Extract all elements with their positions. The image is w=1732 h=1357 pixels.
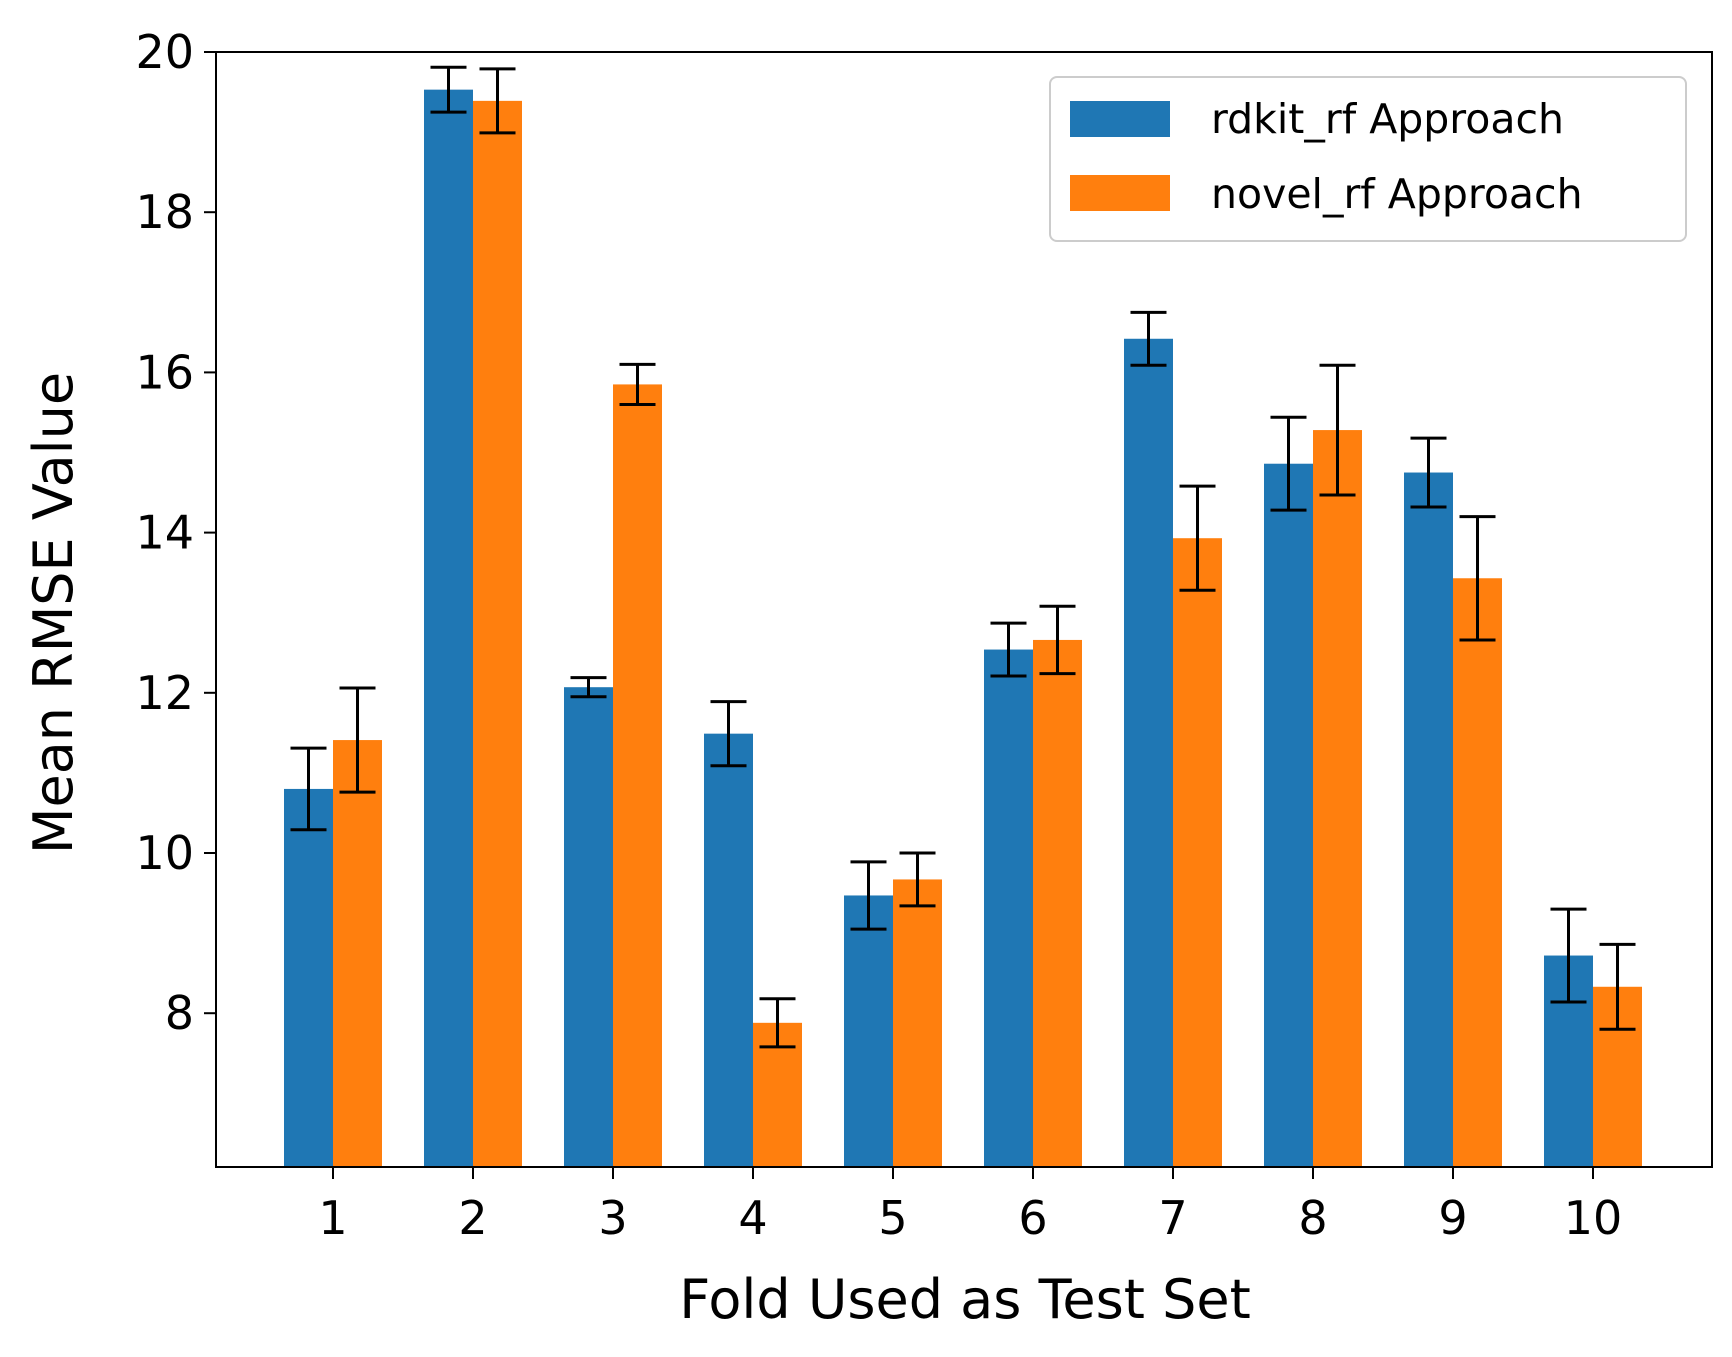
bar-rdkit-2 — [424, 89, 473, 1168]
legend-label-rdkit: rdkit_rf Approach — [1211, 95, 1564, 143]
bar-rdkit-1 — [284, 788, 333, 1167]
bar-rdkit-4 — [704, 733, 753, 1167]
legend-frame — [1049, 76, 1687, 242]
bar-novel-9 — [1453, 578, 1502, 1167]
x-tick-label-2: 2 — [458, 1191, 487, 1245]
y-tick-label-8: 8 — [165, 986, 194, 1040]
bar-rdkit-3 — [564, 687, 613, 1167]
bar-rdkit-8 — [1264, 463, 1313, 1168]
y-tick-label-16: 16 — [135, 345, 194, 399]
x-tick-label-6: 6 — [1018, 1191, 1047, 1245]
x-tick-label-1: 1 — [318, 1191, 347, 1245]
bar-novel-6 — [1033, 639, 1082, 1167]
bar-rdkit-5 — [844, 895, 893, 1167]
bar-rdkit-9 — [1404, 472, 1453, 1167]
x-tick-label-8: 8 — [1298, 1191, 1327, 1245]
x-tick-label-5: 5 — [878, 1191, 907, 1245]
bar-novel-1 — [333, 740, 382, 1167]
legend-label-novel: novel_rf Approach — [1211, 170, 1583, 218]
bar-novel-8 — [1313, 430, 1362, 1167]
x-tick-label-7: 7 — [1158, 1191, 1187, 1245]
bar-rdkit-7 — [1124, 338, 1173, 1167]
y-tick-label-12: 12 — [135, 666, 194, 720]
legend-swatch-novel — [1070, 175, 1170, 211]
y-axis: 8 10 12 14 16 18 20 — [135, 25, 216, 1040]
plot-frame — [215, 51, 1713, 1168]
legend: rdkit_rf Approach novel_rf Approach — [1049, 76, 1687, 242]
y-tick-label-18: 18 — [135, 185, 194, 239]
y-tick-label-20: 20 — [135, 25, 194, 79]
bar-novel-5 — [893, 879, 942, 1167]
bar-novel-2 — [473, 100, 522, 1168]
legend-swatch-rdkit — [1070, 101, 1170, 137]
x-axis: 1 2 3 4 5 6 7 8 9 10 — [318, 1167, 1622, 1245]
y-tick-label-14: 14 — [135, 506, 194, 560]
y-axis-title: Mean RMSE Value — [22, 372, 85, 854]
y-tick-label-10: 10 — [135, 826, 194, 880]
x-tick-label-10: 10 — [1564, 1191, 1623, 1245]
x-tick-label-4: 4 — [738, 1191, 767, 1245]
error-bars-layer — [290, 65, 1636, 1049]
x-tick-label-9: 9 — [1438, 1191, 1467, 1245]
bars-layer — [284, 89, 1642, 1168]
bar-novel-3 — [613, 384, 662, 1168]
bar-novel-7 — [1173, 538, 1222, 1167]
x-tick-label-3: 3 — [598, 1191, 627, 1245]
bar-rdkit-6 — [984, 649, 1033, 1167]
x-axis-title: Fold Used as Test Set — [679, 1268, 1251, 1331]
